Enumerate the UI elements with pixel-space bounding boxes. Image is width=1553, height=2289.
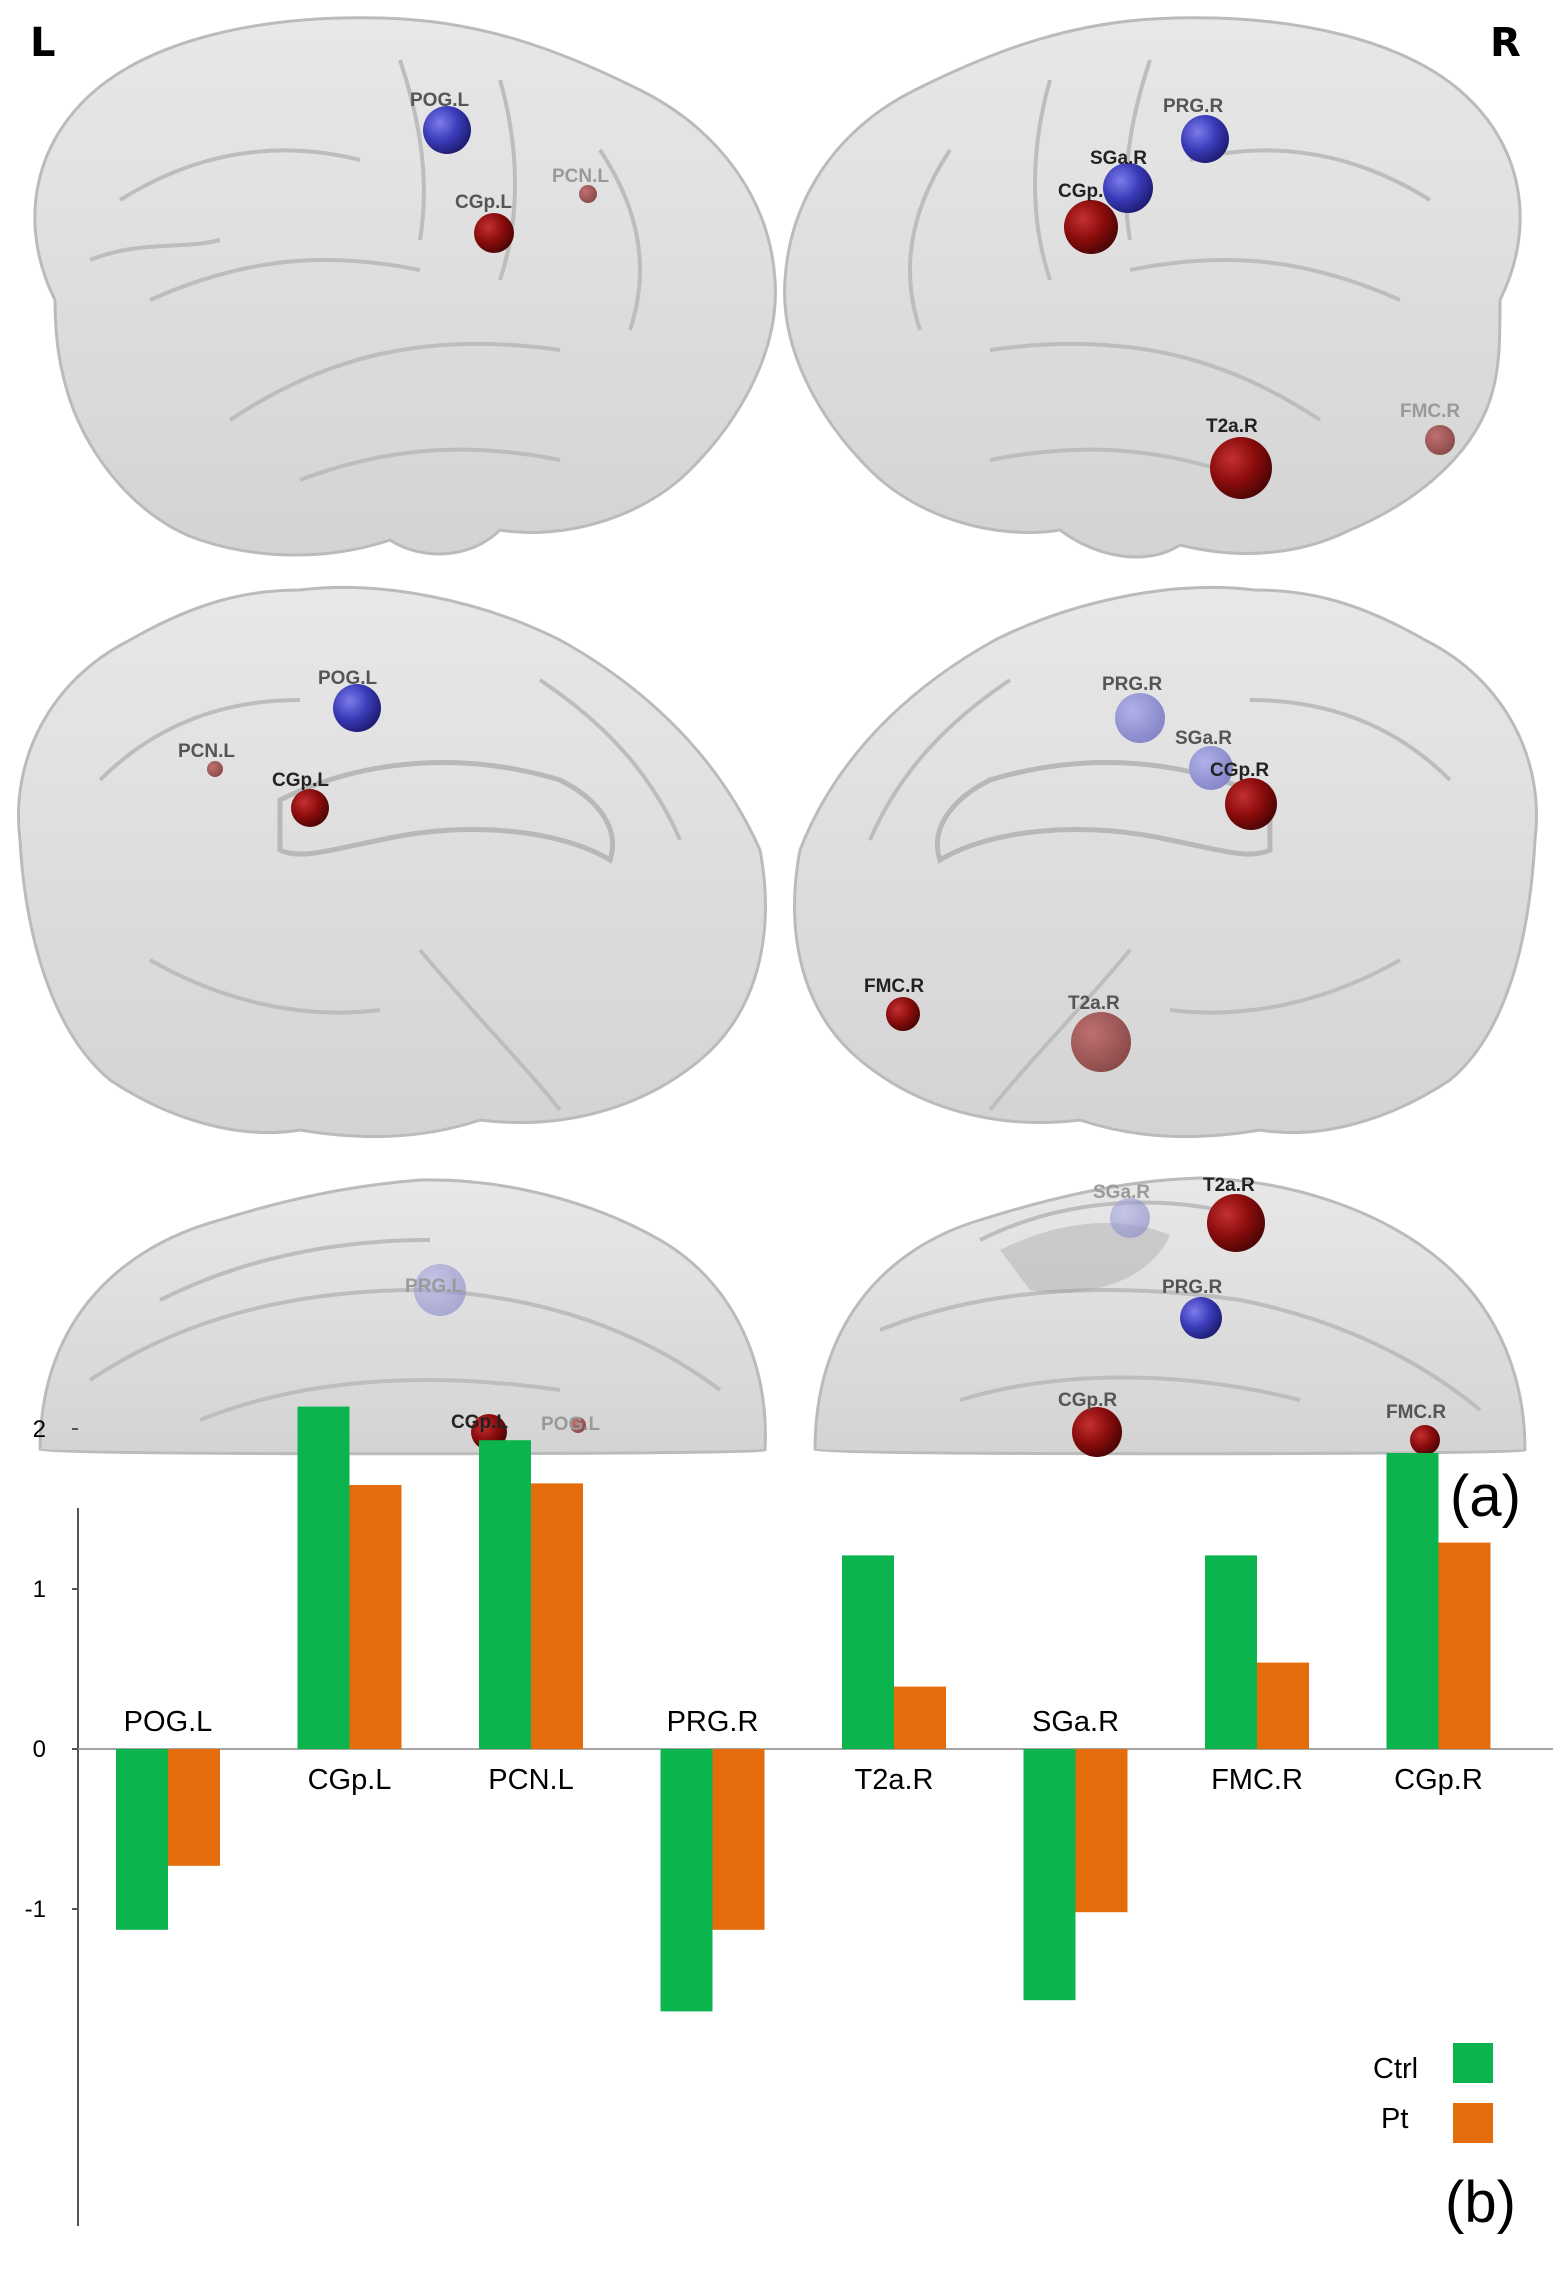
bar-ctrl-sga-r: [1023, 1749, 1076, 2001]
left-hemisphere-label: L: [30, 20, 56, 66]
category-label: CGp.R: [1394, 1764, 1483, 1796]
category-label: PRG.R: [667, 1706, 759, 1738]
legend-label-pt: Pt: [1381, 2103, 1408, 2135]
node-sga-r-dorsal: [1110, 1198, 1150, 1238]
node-label-t2a-r: T2a.R: [1206, 416, 1258, 437]
node-label-cgp-l-medial: CGp.L: [272, 770, 329, 791]
bar-pt-fmc-r: [1257, 1662, 1309, 1749]
node-fmc-r-medial: [886, 997, 920, 1031]
node-pog-l-medial: [333, 684, 381, 732]
bar-series: [116, 1406, 1491, 2012]
bar-pt-cgp-r: [1438, 1542, 1491, 1749]
node-sga-r-medial: [1189, 746, 1233, 790]
legend-swatch-ctrl: [1453, 2043, 1493, 2083]
bar-ctrl-cgp-r: [1386, 1453, 1439, 1749]
bar-pt-sga-r: [1075, 1749, 1128, 1913]
category-label: CGp.L: [308, 1764, 392, 1796]
node-label-cgp-l-dorsal: CGp.L: [451, 1412, 508, 1433]
node-label-pog-l: POG.L: [410, 90, 470, 111]
node-prg-r: [1181, 115, 1229, 163]
node-pcn-l: [579, 185, 597, 203]
brain-panel: L R POG.L CGp.L PCN.L PRG.R SGa.R CGp. T…: [17, 16, 1538, 1529]
bar-ctrl-t2a-r: [842, 1555, 894, 1749]
node-label-sga-r-dorsal: SGa.R: [1093, 1182, 1150, 1203]
panel-tag-a: (a): [1450, 1464, 1521, 1529]
node-label-fmc-r-dorsal: FMC.R: [1386, 1402, 1446, 1423]
node-label-cgp-l: CGp.L: [455, 192, 512, 213]
bar-pt-pog-l: [168, 1749, 220, 1866]
bar-ctrl-fmc-r: [1205, 1555, 1257, 1749]
node-label-prg-r-dorsal: PRG.R: [1162, 1277, 1222, 1298]
bar-ctrl-pog-l: [116, 1749, 168, 1930]
y-tick-label: -1: [25, 1896, 46, 1923]
bar-pt-pcn-l: [531, 1483, 583, 1749]
brain-dorsal-left: PRG.L CGp.L POG.L: [38, 1178, 767, 1456]
node-cgp-l: [474, 213, 514, 253]
node-label-prg-r: PRG.R: [1163, 96, 1223, 117]
brain-dorsal-right: SGa.R T2a.R PRG.R CGp.R FMC.R: [813, 1175, 1527, 1457]
bar-ctrl-prg-r: [660, 1749, 713, 2012]
node-label-cgp-r-dorsal: CGp.R: [1058, 1390, 1117, 1411]
node-pcn-l-medial: [207, 761, 223, 777]
node-cgp-r-medial: [1225, 778, 1277, 830]
node-prg-r-medial: [1115, 693, 1165, 743]
category-label: PCN.L: [488, 1764, 573, 1796]
brain-lateral-left: POG.L CGp.L PCN.L: [33, 16, 777, 557]
node-pog-l: [423, 106, 471, 154]
brain-medial-left: POG.L PCN.L CGp.L: [17, 585, 767, 1139]
node-fmc-r: [1425, 425, 1455, 455]
node-label-fmc-r: FMC.R: [1400, 401, 1460, 422]
node-label-prg-l-dorsal: PRG.L: [405, 1276, 463, 1297]
node-label-pog-l-dorsal: POG.L: [541, 1414, 601, 1435]
node-sga-r: [1103, 163, 1153, 213]
node-prg-r-dorsal: [1180, 1297, 1222, 1339]
node-cgp-r-dorsal: [1072, 1407, 1122, 1457]
node-cgp-r: [1064, 200, 1118, 254]
node-label-pcn-l: PCN.L: [552, 166, 609, 187]
panel-tag-b: (b): [1445, 2170, 1516, 2235]
bar-ctrl-pcn-l: [479, 1440, 531, 1749]
node-pog-l-dorsal: [570, 1417, 586, 1433]
bar-pt-cgp-l: [349, 1485, 402, 1749]
y-tick-label: 0: [33, 1736, 46, 1763]
node-label-pcn-l-medial: PCN.L: [178, 741, 235, 762]
bar-ctrl-cgp-l: [297, 1406, 350, 1749]
category-label: FMC.R: [1211, 1764, 1303, 1796]
right-hemisphere-label: R: [1490, 20, 1521, 66]
legend-label-ctrl: Ctrl: [1373, 2053, 1418, 2085]
node-label-prg-r-medial: PRG.R: [1102, 674, 1162, 695]
node-t2a-r: [1210, 437, 1272, 499]
node-label-cgp-r-partial: CGp.: [1058, 181, 1103, 202]
category-label: POG.L: [124, 1706, 213, 1738]
node-prg-l-dorsal: [414, 1264, 466, 1316]
node-t2a-r-dorsal: [1207, 1194, 1265, 1252]
category-label: T2a.R: [855, 1764, 934, 1796]
node-fmc-r-dorsal: [1410, 1425, 1440, 1455]
node-label-t2a-r-medial: T2a.R: [1068, 993, 1120, 1014]
node-label-cgp-r-medial: CGp.R: [1210, 760, 1269, 781]
bar-chart: -1 0 1 2 POG.L CGp.L PCN.L PRG.R T2a.R SGa.R FMC.…: [25, 1406, 1553, 2235]
node-t2a-r-medial: [1071, 1012, 1131, 1072]
y-axis-ticks: -1 0 1 2: [25, 1416, 78, 1923]
node-cgp-l-medial: [291, 789, 329, 827]
legend-swatch-pt: [1453, 2103, 1493, 2143]
y-tick-label: 2: [33, 1416, 46, 1443]
legend: Ctrl Pt: [1373, 2043, 1493, 2143]
bar-pt-t2a-r: [894, 1686, 946, 1749]
y-tick-label: 1: [33, 1576, 46, 1603]
brain-lateral-right: PRG.R SGa.R CGp. T2a.R FMC.R: [783, 16, 1522, 559]
node-label-sga-r: SGa.R: [1090, 148, 1147, 169]
bar-pt-prg-r: [712, 1749, 765, 1930]
category-labels: POG.L CGp.L PCN.L PRG.R T2a.R SGa.R FMC.R CGp.R: [124, 1706, 1483, 1796]
category-label: SGa.R: [1032, 1706, 1119, 1738]
node-label-pog-l-medial: POG.L: [318, 668, 378, 689]
node-label-sga-r-medial: SGa.R: [1175, 728, 1232, 749]
node-label-t2a-r-dorsal: T2a.R: [1203, 1175, 1255, 1196]
brain-medial-right: PRG.R SGa.R CGp.R FMC.R T2a.R: [793, 585, 1538, 1139]
node-label-fmc-r-medial: FMC.R: [864, 976, 924, 997]
